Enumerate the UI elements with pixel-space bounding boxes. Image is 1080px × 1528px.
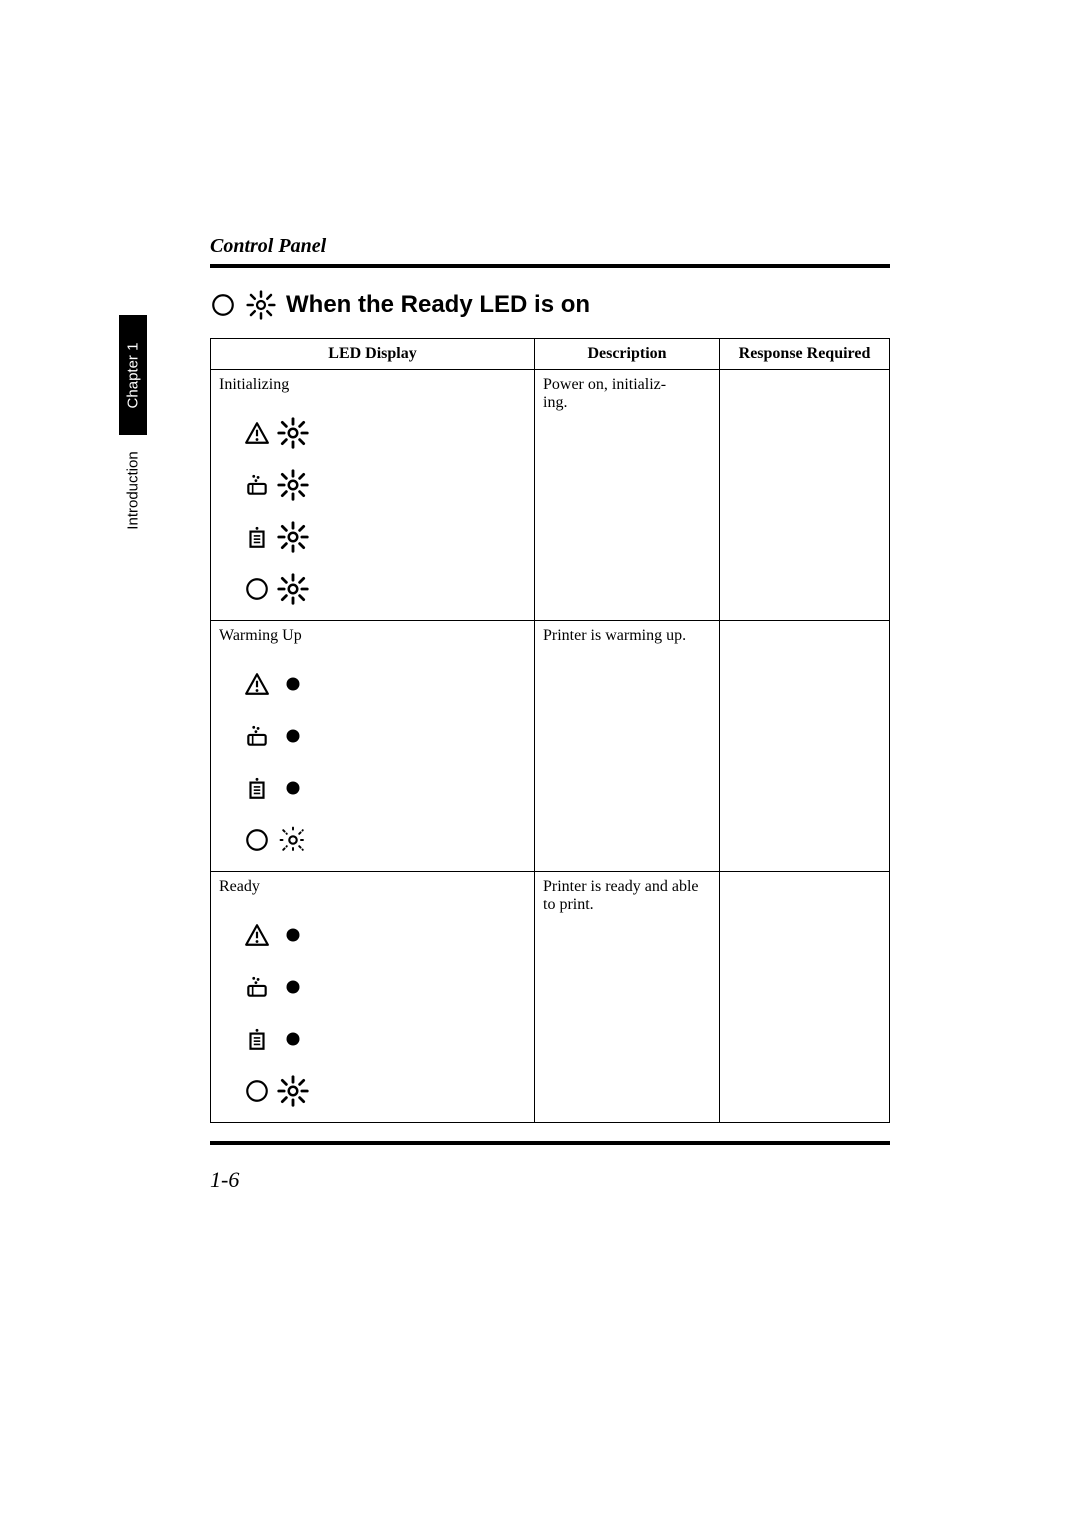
toner-icon [244,472,270,498]
rule-top-thick [210,264,890,268]
blink-icon [246,290,276,320]
led-category-icon [244,420,270,446]
cell-description: Printer is ready and able to print. [535,872,720,1123]
section-title-row: When the Ready LED is on [210,290,890,320]
led-state-icon [281,1027,305,1051]
paper-icon [244,1026,270,1052]
cell-description: Printer is warming up. [535,621,720,872]
table-header-row: LED Display Description Response Require… [211,339,890,370]
led-state-label: Initializing [219,376,526,394]
led-off-icon [281,975,305,999]
led-grid [239,910,526,1116]
led-category-icon [244,1026,270,1052]
led-state-label: Ready [219,878,526,896]
led-grid [239,659,526,865]
led-category-icon [244,1078,270,1104]
led-state-label: Warming Up [219,627,526,645]
led-state-icon [277,469,309,501]
warning-icon [244,671,270,697]
led-state-icon [281,923,305,947]
warning-icon [244,922,270,948]
cell-led-display: Initializing [211,370,535,621]
side-tab-label: Chapter 1 [125,342,142,408]
cell-description: Power on, initializ- ing. [535,370,720,621]
page-body: Control Panel When the Ready LED is on [210,235,890,1193]
page-number: 1-6 [210,1167,890,1193]
table-row: Initializing Power on, initializ- i [211,370,890,621]
toner-icon [244,723,270,749]
th-resp: Response Required [720,339,890,370]
led-category-icon [244,576,270,602]
led-off-icon [281,776,305,800]
ready-icon [244,827,270,853]
cell-response [720,872,890,1123]
led-off-icon [281,672,305,696]
running-head: Control Panel [210,235,890,258]
led-category-icon [244,775,270,801]
cell-led-display: Warming Up [211,621,535,872]
led-category-icon [244,974,270,1000]
led-category-icon [244,723,270,749]
led-category-icon [244,671,270,697]
led-blink-bold-icon [277,521,309,553]
led-blink-bold-icon [277,1075,309,1107]
cell-response [720,370,890,621]
side-tab-chapter: Chapter 1 [119,315,147,435]
ready-icon [244,1078,270,1104]
led-off-icon [281,923,305,947]
led-off-icon [281,724,305,748]
led-category-icon [244,472,270,498]
led-blink-slow-icon [277,824,309,856]
side-label-wrap: Introduction [119,440,147,540]
paper-icon [244,524,270,550]
ready-icon [244,576,270,602]
led-state-icon [281,975,305,999]
led-category-icon [244,524,270,550]
ready-icon [210,292,236,318]
led-state-icon [277,824,309,856]
table-row: Warming Up Printer is warming up [211,621,890,872]
led-state-icon [277,573,309,605]
led-table: LED Display Description Response Require… [210,338,890,1123]
led-state-icon [277,521,309,553]
led-blink-bold-icon [277,469,309,501]
toner-icon [244,974,270,1000]
led-blink-bold-icon [277,573,309,605]
led-state-icon [281,724,305,748]
warning-icon [244,420,270,446]
cell-led-display: Ready [211,872,535,1123]
th-led: LED Display [211,339,535,370]
paper-icon [244,775,270,801]
led-state-icon [277,1075,309,1107]
led-off-icon [281,1027,305,1051]
led-state-icon [281,672,305,696]
spacer [210,1123,890,1141]
led-category-icon [244,827,270,853]
side-label: Introduction [125,451,142,529]
th-desc: Description [535,339,720,370]
cell-response [720,621,890,872]
led-state-icon [281,776,305,800]
section-title: When the Ready LED is on [286,291,590,319]
led-blink-bold-icon [277,417,309,449]
led-grid [239,408,526,614]
led-category-icon [244,922,270,948]
led-state-icon [277,417,309,449]
rule-bottom-thick [210,1141,890,1145]
table-row: Ready Printer is ready and able to pri [211,872,890,1123]
